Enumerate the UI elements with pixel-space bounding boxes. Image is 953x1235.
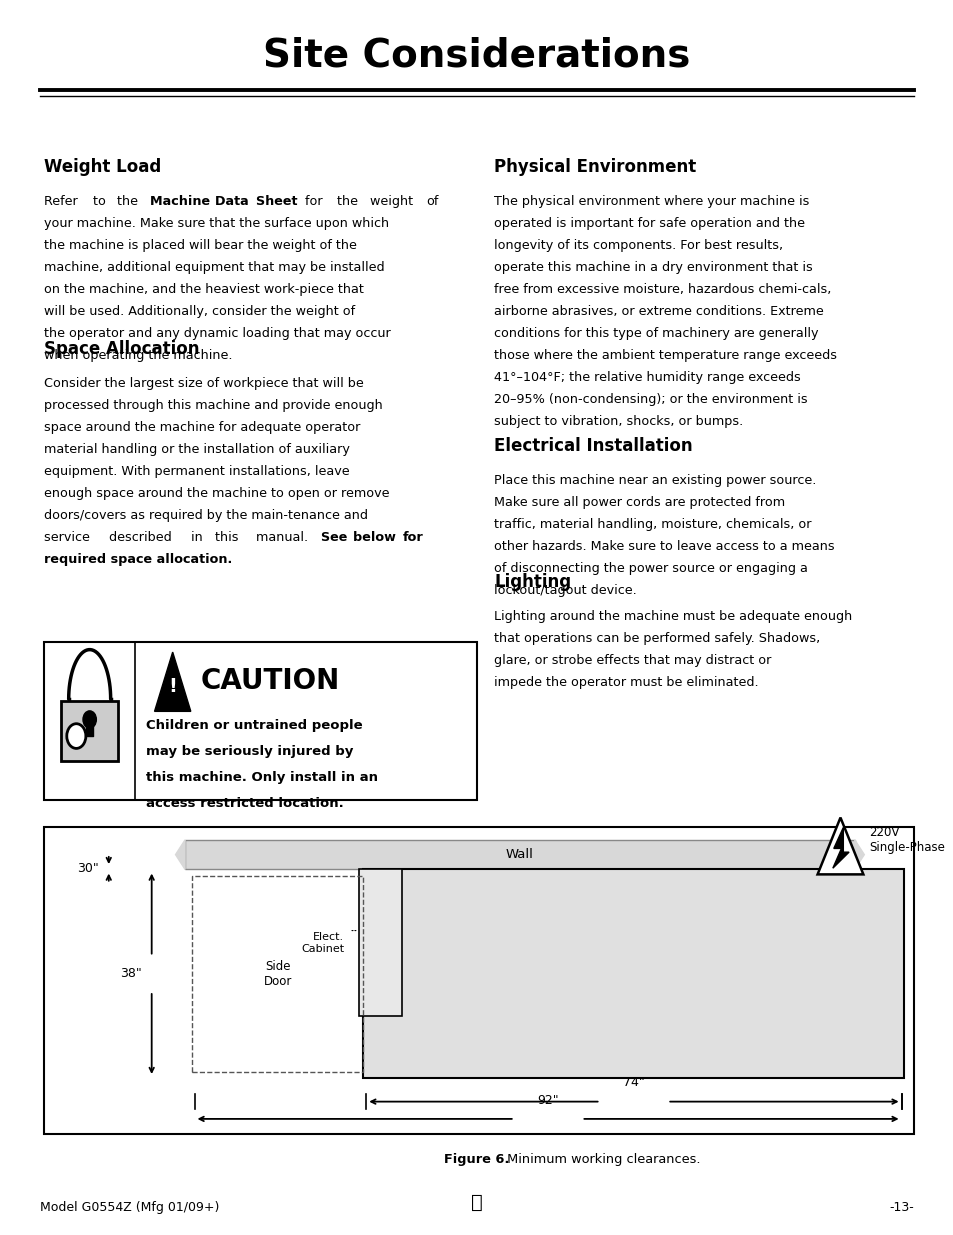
Text: Space Allocation: Space Allocation: [44, 340, 199, 358]
Text: Figure 6.: Figure 6.: [444, 1153, 509, 1167]
Text: 92": 92": [537, 1093, 558, 1107]
Text: the: the: [336, 195, 362, 209]
Text: processed through this machine and provide enough: processed through this machine and provi…: [44, 399, 382, 411]
Text: 30": 30": [77, 862, 98, 876]
Text: operated is important for safe operation and the: operated is important for safe operation…: [494, 217, 804, 230]
Text: on the machine, and the heaviest work-piece that: on the machine, and the heaviest work-pi…: [44, 283, 363, 296]
Text: Minimum working clearances.: Minimum working clearances.: [502, 1153, 700, 1167]
Text: in: in: [191, 531, 206, 543]
Text: this: this: [214, 531, 242, 543]
Text: See: See: [320, 531, 352, 543]
Text: Physical Environment: Physical Environment: [494, 158, 696, 177]
Text: operate this machine in a dry environment that is: operate this machine in a dry environmen…: [494, 261, 812, 274]
Text: free from excessive moisture, hazardous chemi-cals,: free from excessive moisture, hazardous …: [494, 283, 831, 296]
Text: your machine. Make sure that the surface upon which: your machine. Make sure that the surface…: [44, 217, 389, 230]
Text: Place this machine near an existing power source.: Place this machine near an existing powe…: [494, 474, 816, 488]
Text: machine, additional equipment that may be installed: machine, additional equipment that may b…: [44, 261, 384, 274]
Text: airborne abrasives, or extreme conditions. Extreme: airborne abrasives, or extreme condition…: [494, 305, 823, 319]
Text: material handling or the installation of auxiliary: material handling or the installation of…: [44, 442, 350, 456]
Text: -13-: -13-: [888, 1202, 913, 1214]
Text: the machine is placed will bear the weight of the: the machine is placed will bear the weig…: [44, 240, 356, 252]
Text: access restricted location.: access restricted location.: [146, 797, 343, 810]
Text: weight: weight: [370, 195, 416, 209]
Text: 🐻: 🐻: [471, 1193, 482, 1213]
Text: 20–95% (non-condensing); or the environment is: 20–95% (non-condensing); or the environm…: [494, 393, 807, 406]
Text: Sheet: Sheet: [255, 195, 301, 209]
Circle shape: [83, 711, 96, 729]
Polygon shape: [832, 827, 848, 868]
Circle shape: [67, 724, 86, 748]
Text: 220V
Single-Phase: 220V Single-Phase: [868, 826, 944, 853]
Polygon shape: [854, 840, 863, 869]
Text: Electrical Installation: Electrical Installation: [494, 437, 692, 456]
Text: Side
Door: Side Door: [263, 960, 292, 988]
Text: Refer: Refer: [44, 195, 82, 209]
Text: The physical environment where your machine is: The physical environment where your mach…: [494, 195, 809, 209]
Text: for: for: [304, 195, 326, 209]
Text: when operating the machine.: when operating the machine.: [44, 350, 233, 362]
Text: Wall: Wall: [505, 848, 534, 861]
Text: the operator and any dynamic loading that may occur: the operator and any dynamic loading tha…: [44, 327, 390, 340]
Text: of: of: [426, 195, 438, 209]
Text: to: to: [92, 195, 110, 209]
Text: of disconnecting the power source or engaging a: of disconnecting the power source or eng…: [494, 562, 807, 576]
Text: Site Considerations: Site Considerations: [263, 37, 690, 74]
Polygon shape: [175, 840, 185, 869]
Polygon shape: [154, 652, 191, 711]
Text: Weight Load: Weight Load: [44, 158, 161, 177]
Text: described: described: [109, 531, 175, 543]
Text: for: for: [402, 531, 422, 543]
Bar: [192, 876, 363, 1072]
Text: 41°–104°F; the relative humidity range exceeds: 41°–104°F; the relative humidity range e…: [494, 370, 801, 384]
Text: other hazards. Make sure to leave access to a means: other hazards. Make sure to leave access…: [494, 540, 834, 553]
Text: Make sure all power cords are protected from: Make sure all power cords are protected …: [494, 496, 784, 509]
Text: Data: Data: [214, 195, 253, 209]
Text: Lighting around the machine must be adequate enough: Lighting around the machine must be adeq…: [494, 610, 852, 624]
Text: lockout/tagout device.: lockout/tagout device.: [494, 584, 637, 598]
Text: 74": 74": [622, 1076, 644, 1089]
Text: glare, or strobe effects that may distract or: glare, or strobe effects that may distra…: [494, 655, 771, 667]
Text: 38": 38": [120, 967, 141, 981]
Polygon shape: [817, 818, 862, 874]
Text: Elect.
Cabinet: Elect. Cabinet: [301, 932, 344, 953]
Text: Model G0554Z (Mfg 01/09+): Model G0554Z (Mfg 01/09+): [40, 1202, 219, 1214]
Text: that operations can be performed safely. Shadows,: that operations can be performed safely.…: [494, 632, 820, 645]
Text: subject to vibration, shocks, or bumps.: subject to vibration, shocks, or bumps.: [494, 415, 742, 429]
Text: traffic, material handling, moisture, chemicals, or: traffic, material handling, moisture, ch…: [494, 519, 811, 531]
Text: may be seriously injured by: may be seriously injured by: [146, 745, 353, 758]
Text: service: service: [44, 531, 93, 543]
Text: CAUTION: CAUTION: [200, 667, 339, 694]
Text: space around the machine for adequate operator: space around the machine for adequate op…: [44, 421, 360, 433]
Text: those where the ambient temperature range exceeds: those where the ambient temperature rang…: [494, 350, 837, 362]
Text: will be used. Additionally, consider the weight of: will be used. Additionally, consider the…: [44, 305, 355, 319]
Text: enough space around the machine to open or remove: enough space around the machine to open …: [44, 487, 389, 500]
Text: impede the operator must be eliminated.: impede the operator must be eliminated.: [494, 676, 758, 689]
Text: doors/covers as required by the main-tenance and: doors/covers as required by the main-ten…: [44, 509, 368, 521]
Text: the: the: [117, 195, 142, 209]
Bar: [44, 827, 913, 1134]
Polygon shape: [86, 720, 93, 736]
Bar: [358, 869, 401, 1016]
Text: Machine: Machine: [150, 195, 214, 209]
Bar: [185, 840, 854, 869]
Bar: [363, 869, 903, 1078]
Text: manual.: manual.: [255, 531, 312, 543]
Bar: [61, 701, 118, 761]
Bar: [44, 642, 477, 800]
Text: equipment. With permanent installations, leave: equipment. With permanent installations,…: [44, 464, 349, 478]
Text: conditions for this type of machinery are generally: conditions for this type of machinery ar…: [494, 327, 818, 340]
Text: below: below: [353, 531, 400, 543]
Text: longevity of its components. For best results,: longevity of its components. For best re…: [494, 240, 782, 252]
Text: Children or untrained people: Children or untrained people: [146, 719, 362, 732]
Text: this machine. Only install in an: this machine. Only install in an: [146, 771, 377, 784]
Text: required space allocation.: required space allocation.: [44, 552, 232, 566]
Text: !: !: [168, 677, 177, 697]
Text: Consider the largest size of workpiece that will be: Consider the largest size of workpiece t…: [44, 377, 363, 390]
Text: Lighting: Lighting: [494, 573, 571, 592]
